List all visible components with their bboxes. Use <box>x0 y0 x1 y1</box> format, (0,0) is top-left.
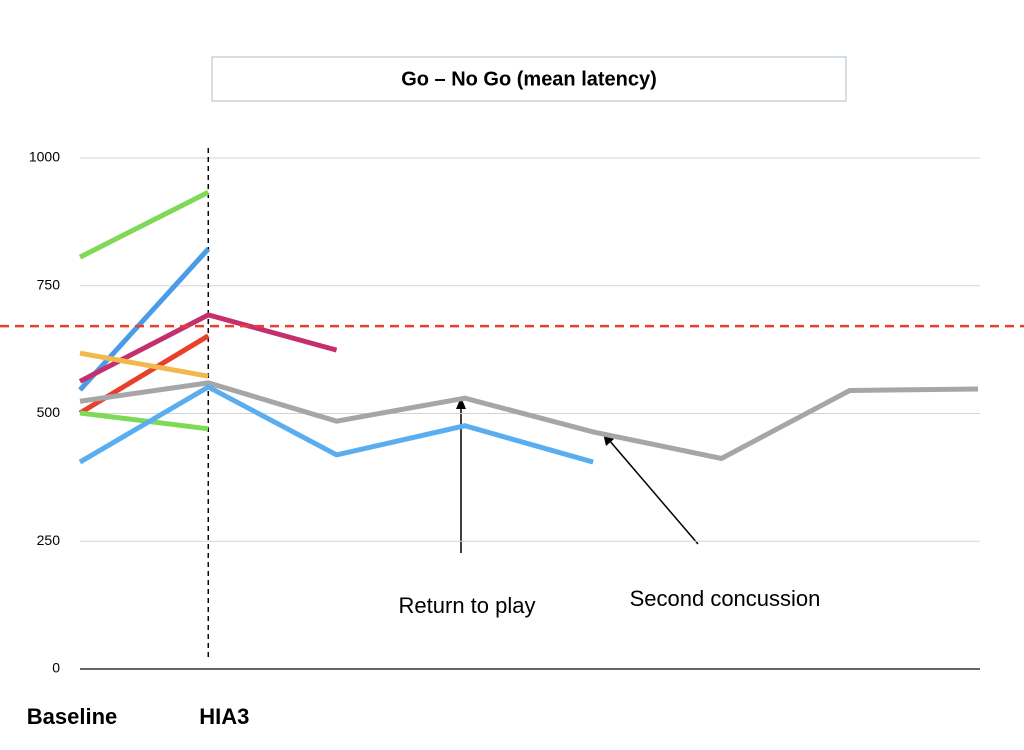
annotation: Return to play <box>399 593 536 618</box>
series-line <box>78 384 594 465</box>
y-tick-label: 750 <box>37 276 61 292</box>
arrow <box>608 439 699 545</box>
y-tick-label: 1000 <box>29 149 60 165</box>
x-tick-label: Baseline <box>27 704 118 729</box>
y-tick-label: 250 <box>37 532 61 548</box>
title-box <box>211 56 847 102</box>
y-tick-label: 500 <box>37 404 61 420</box>
series-line <box>78 190 210 260</box>
series-line <box>79 350 209 379</box>
series-line <box>78 247 211 392</box>
y-tick-label: 0 <box>52 660 60 676</box>
series-line <box>79 380 979 462</box>
annotation: Second concussion <box>630 586 821 611</box>
arrow-head <box>456 397 466 409</box>
chart-title: Go – No Go (mean latency) <box>401 68 657 90</box>
x-tick-label: HIA3 <box>199 704 249 729</box>
series-line <box>79 410 209 432</box>
